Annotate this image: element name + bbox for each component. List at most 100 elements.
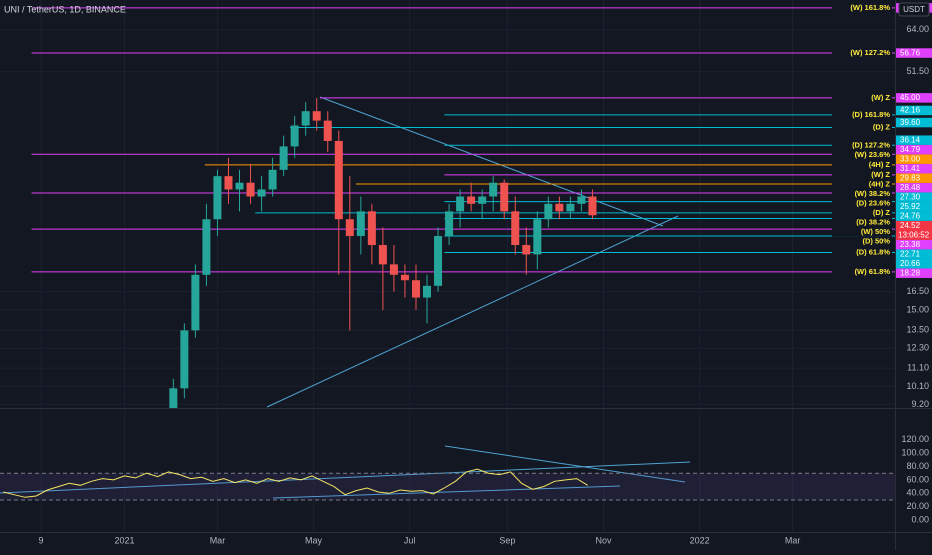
level-label-bg [832, 189, 892, 199]
level-label: (W) 23.6% [855, 150, 891, 159]
candle-body [434, 236, 443, 286]
y-tick-label: 13.50 [906, 325, 929, 335]
level-label: (W) 161.8% [850, 3, 890, 12]
countdown: 13:06:52 [898, 230, 930, 239]
price-box-label: 29.83 [900, 173, 921, 182]
level-label: (W) 127.2% [850, 48, 890, 57]
trendline [266, 215, 679, 408]
rsi-tick-label: 80.00 [906, 461, 929, 471]
rsi-tick-label: 100.00 [901, 448, 929, 458]
candle-body [169, 388, 178, 408]
currency-label: USDT [903, 5, 925, 14]
y-tick-label: 16.50 [906, 286, 929, 296]
price-box [896, 239, 932, 250]
price-box [896, 144, 932, 155]
candle-body [533, 219, 542, 255]
y-tick-label: 9.20 [911, 399, 929, 409]
candle-body [279, 146, 288, 170]
price-box [896, 182, 932, 193]
rsi-tick-label: 60.00 [906, 474, 929, 484]
level-label: (D) 61.8% [856, 248, 890, 257]
price-box-label: 22.71 [900, 249, 921, 258]
grid [0, 0, 895, 532]
y-tick-label: 51.50 [906, 66, 929, 76]
rsi-tick-label: 40.00 [906, 488, 929, 498]
price-box [896, 93, 932, 103]
candle-body [268, 169, 277, 190]
price-box-label: 20.66 [900, 259, 921, 268]
rsi-tick-label: 20.00 [906, 501, 929, 511]
candle-body [312, 111, 321, 121]
trendline [319, 96, 664, 227]
price-box-label: 18.28 [900, 268, 921, 277]
candle-body [566, 203, 575, 212]
candle-body [445, 211, 454, 237]
candle-body [257, 189, 266, 197]
price-box-label: 24.76 [900, 211, 921, 220]
level-label: (4H) Z [869, 179, 891, 188]
price-pane [31, 7, 895, 408]
price-box [896, 192, 932, 202]
level-label-bg [832, 3, 892, 13]
level-label: (W) 50% [861, 227, 891, 236]
candle-body [555, 203, 564, 212]
candle-body [467, 196, 476, 204]
rsi-tick-label: 120.00 [901, 434, 929, 444]
price-box [896, 163, 932, 174]
level-label-bg [832, 160, 892, 170]
rsi-trendline [0, 461, 691, 494]
level-label: (W) 61.8% [855, 267, 891, 276]
price-box-label: 34.79 [900, 145, 921, 154]
level-label-bg [832, 140, 892, 150]
level-label: (D) 23.6% [856, 198, 890, 207]
candle-body [489, 182, 498, 197]
symbol-title: UNI / TetherUS, 1D, BINANCE [4, 4, 126, 14]
x-tick-label: May [305, 535, 323, 545]
candle-body [456, 196, 465, 212]
x-tick-label: Nov [595, 535, 612, 545]
price-box [896, 268, 932, 278]
price-box [896, 173, 932, 183]
price-box [896, 154, 932, 164]
candle-body [522, 245, 531, 255]
price-box-label: 56.76 [900, 48, 921, 57]
level-label: (W) Z [871, 93, 890, 102]
candle-body [213, 176, 222, 220]
price-box [896, 117, 932, 128]
x-tick-label: Jul [404, 535, 416, 545]
axes: 64.00 51.50 16.50 15.00 13.50 12.30 11.10 10.10… [38, 3, 932, 545]
level-label: (D) 127.2% [852, 140, 890, 149]
price-box [896, 48, 932, 58]
currency-button[interactable] [898, 2, 930, 17]
price-box [896, 211, 932, 221]
x-tick-label: 9 [38, 535, 43, 545]
y-tick-label: 15.00 [906, 304, 929, 314]
y-tick-label: 11.10 [907, 363, 929, 373]
price-box-label: 27.30 [900, 192, 921, 201]
level-label-bg [832, 170, 892, 180]
price-box [896, 249, 932, 259]
candle-body [334, 140, 343, 220]
candle-body [323, 120, 332, 141]
x-tick-label: 2022 [690, 535, 710, 545]
rsi-trendline [444, 445, 686, 483]
level-label-bg [832, 236, 892, 246]
level-label: (D) Z [873, 208, 890, 217]
level-label-bg [832, 93, 892, 103]
level-label-bg [832, 48, 892, 58]
price-box [896, 220, 932, 240]
level-label: (W) Z [871, 170, 890, 179]
candle-body [235, 182, 244, 190]
candle-body [389, 264, 398, 275]
candle-body [290, 125, 299, 147]
price-box [896, 201, 932, 212]
candle-body [500, 182, 509, 212]
level-label: (D) 38.2% [856, 217, 890, 226]
candle-body [180, 330, 189, 389]
candle-body [202, 219, 211, 275]
level-label: (D) 50% [862, 236, 890, 245]
price-box-label: 45.00 [900, 93, 921, 102]
y-tick-label: 64.00 [906, 24, 929, 34]
price-box-label: 23.38 [900, 240, 921, 249]
